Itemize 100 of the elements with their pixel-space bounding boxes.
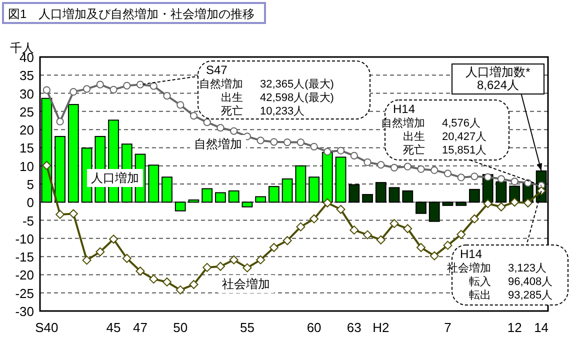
bar (362, 194, 373, 203)
point (444, 170, 452, 178)
point (403, 224, 412, 234)
point (242, 263, 252, 272)
x-tick-label: 47 (133, 320, 148, 335)
y-tick-label: 35 (20, 68, 34, 84)
annotation: 8,624人 (476, 78, 520, 92)
x-tick-label: S40 (35, 320, 58, 335)
series-label: 社会増加 (222, 277, 270, 291)
point (56, 210, 65, 219)
bar (335, 156, 346, 203)
text: 出生 42,598人(最大) (221, 92, 334, 104)
series-label: 人口増加 (91, 171, 139, 185)
y-tick-label: 15 (20, 140, 34, 156)
point (484, 173, 492, 181)
bar (322, 152, 333, 203)
y-tick-label: 25 (20, 104, 34, 120)
point (110, 86, 118, 94)
point (523, 198, 532, 208)
y-tick-label: -30 (15, 304, 34, 319)
y-tick-label: 0 (26, 195, 34, 210)
point (202, 262, 212, 272)
bar (148, 164, 160, 203)
x-tick-label: 12 (507, 320, 522, 335)
point (216, 124, 224, 132)
point (336, 204, 346, 214)
point (363, 230, 372, 240)
bar (68, 104, 79, 203)
point (470, 172, 478, 180)
point (109, 234, 118, 244)
point (483, 199, 492, 208)
text: 死亡 15,851人 (403, 144, 487, 156)
point (322, 198, 332, 208)
x-tick-label: H2 (372, 320, 390, 335)
annotation: 人口増加数* (466, 65, 531, 79)
annotation: S47 (206, 63, 228, 77)
point (390, 164, 398, 172)
point (42, 160, 52, 170)
point (470, 214, 479, 224)
point (310, 142, 318, 150)
x-tick-label: 63 (346, 320, 362, 335)
point (82, 85, 91, 93)
y-tick-label: 5 (26, 177, 34, 192)
point (56, 118, 64, 126)
text: 死亡 10,233人 (221, 106, 305, 118)
point (96, 80, 104, 88)
point (296, 222, 306, 232)
bar (496, 181, 507, 203)
point (189, 280, 198, 290)
bar (402, 190, 414, 203)
point (416, 243, 426, 252)
point (269, 243, 278, 252)
point (229, 255, 238, 264)
bar (308, 176, 320, 203)
point (377, 160, 385, 169)
point (190, 112, 198, 120)
point (230, 127, 238, 135)
x-tick-label: 7 (444, 320, 452, 335)
bar (188, 199, 200, 203)
x-tick-label: 45 (106, 320, 121, 335)
text: 出生 20,427人 (403, 131, 487, 143)
series-label: 自然増加 (194, 137, 242, 151)
point (256, 136, 264, 144)
bar (268, 186, 280, 203)
point (70, 88, 78, 96)
point (350, 226, 359, 235)
point (270, 138, 278, 146)
bar (174, 202, 186, 212)
point (122, 254, 132, 263)
point (336, 146, 345, 154)
bar (456, 202, 467, 206)
bar (442, 202, 454, 206)
point (163, 92, 171, 100)
point (404, 162, 412, 170)
y-tick-label: 20 (20, 122, 34, 138)
point (256, 255, 266, 264)
point (364, 158, 372, 166)
point (282, 236, 292, 246)
point (176, 101, 184, 109)
y-tick-label: -15 (15, 250, 34, 265)
point (457, 174, 465, 182)
bar (295, 165, 306, 203)
bar (202, 188, 213, 203)
bar (54, 136, 66, 203)
y-tick-label: 30 (20, 86, 34, 102)
bar (348, 184, 360, 203)
bar (228, 190, 240, 203)
point (456, 230, 466, 239)
point (510, 198, 520, 207)
y-axis-title: 千人 (10, 41, 34, 55)
x-tick-label: 60 (306, 320, 322, 335)
point (68, 209, 78, 218)
annotation: H14 (393, 102, 416, 116)
text: 社会増加 3,123人 (447, 262, 547, 274)
point (150, 82, 158, 90)
annotation: H14 (460, 247, 482, 261)
point (417, 165, 425, 173)
text: 転入 96,408人 (469, 276, 553, 288)
point (162, 277, 172, 286)
point (82, 256, 92, 265)
